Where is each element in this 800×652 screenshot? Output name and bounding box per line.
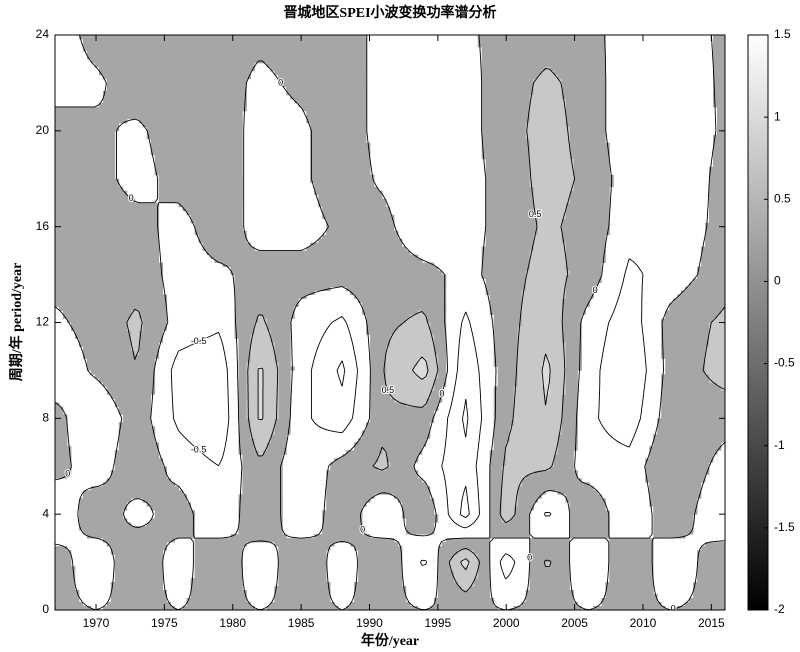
colorbar-tick-label: -2: [774, 602, 785, 616]
contour-line: [336, 360, 470, 519]
contour-line: [126, 68, 725, 593]
contour-label: -0.5: [191, 336, 207, 346]
contour-label: 0: [65, 469, 70, 479]
contour-plot: -0.5 -0.5 0 0 0 0 0 0 0 0 0.5 0.5: [55, 35, 725, 614]
contour-label: 0: [439, 388, 444, 398]
contour-line: [257, 353, 551, 571]
contour-label: 0: [671, 604, 676, 614]
x-tick-label: 1980: [219, 616, 246, 630]
colorbar-tick-label: 0: [774, 274, 781, 288]
x-tick-label: 2000: [493, 616, 520, 630]
contour-label: 0: [593, 285, 598, 295]
x-tick-label: 1995: [425, 616, 452, 630]
y-tick-label: 4: [42, 506, 49, 520]
y-tick-label: 12: [36, 315, 50, 329]
colorbar-tick-label: 1.5: [774, 27, 791, 41]
x-tick-label: 2005: [561, 616, 588, 630]
x-tick-label: 1985: [288, 616, 315, 630]
contour-fill: [55, 35, 725, 610]
x-tick-label: 1975: [151, 616, 178, 630]
colorbar-tick-label: 1: [774, 109, 781, 123]
contour-label: 0.5: [382, 385, 395, 395]
colorbar-tick-label: 0.5: [774, 191, 791, 205]
y-tick-label: 8: [42, 411, 49, 425]
x-tick-label: 2015: [698, 616, 725, 630]
colorbar: [747, 34, 769, 611]
colorbar-tick-label: -1.5: [774, 520, 795, 534]
contour-fill: [126, 66, 725, 591]
y-tick-label: 16: [36, 219, 50, 233]
y-tick-label: 20: [36, 123, 50, 137]
contour-line: [170, 258, 647, 580]
y-tick-label: 0: [42, 602, 49, 616]
contour-label: 0: [527, 552, 532, 562]
contour-label: 0: [129, 193, 134, 203]
x-tick-label: 1970: [83, 616, 110, 630]
contour-fill: [55, 35, 725, 610]
contour-label: 0: [360, 525, 365, 535]
x-tick-label: 1990: [356, 616, 383, 630]
contour-label: 0.5: [529, 209, 542, 219]
colorbar-tick-label: -0.5: [774, 356, 795, 370]
colorbar-tick-label: -1: [774, 438, 785, 452]
chart-title: 晋城地区SPEI小波变换功率谱分析: [283, 4, 496, 21]
x-tick-label: 2010: [630, 616, 657, 630]
contour-line: [55, 35, 725, 610]
y-tick-label: 24: [36, 27, 50, 41]
contour-label: -0.5: [191, 445, 207, 455]
y-axis-label: 周期/年 period/year: [8, 263, 25, 382]
x-axis-label: 年份/year: [361, 632, 419, 649]
contour-label: 0: [278, 77, 283, 87]
